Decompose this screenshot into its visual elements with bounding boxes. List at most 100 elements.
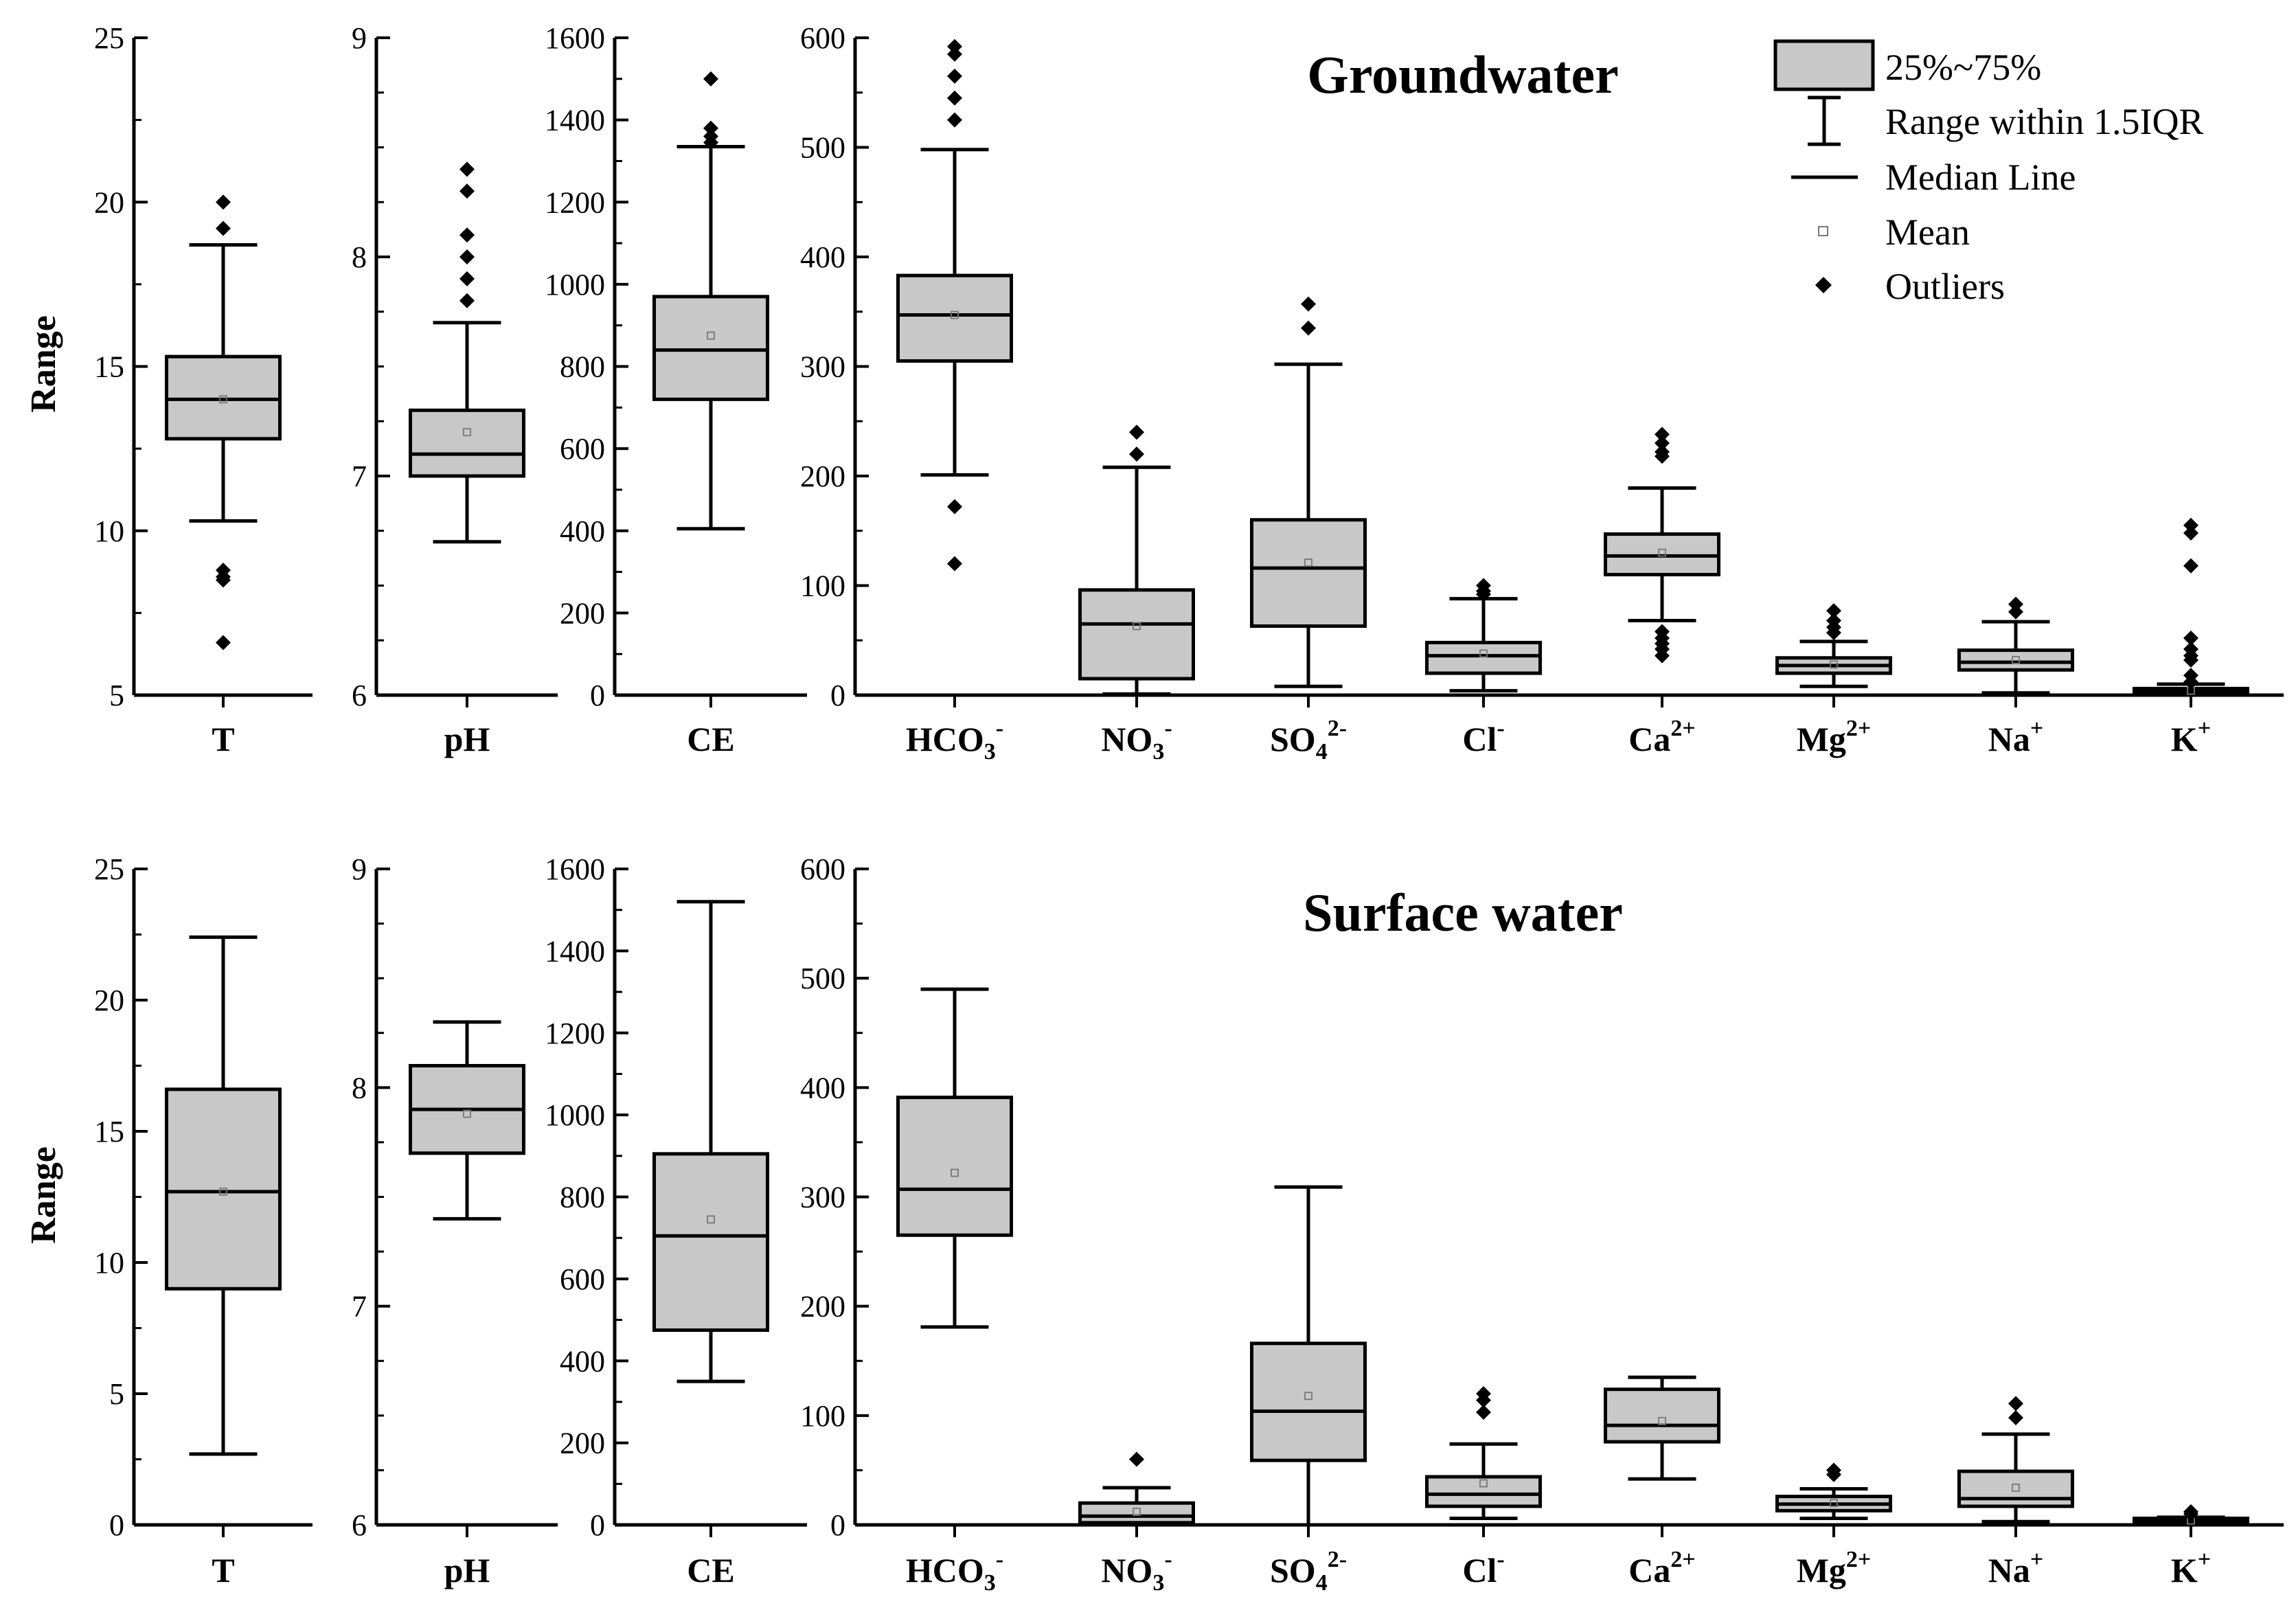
surface-water-t-subplot: 0 5 10 15 20 25 T — [94, 852, 312, 1589]
groundwater-so4-box-iqr-box — [1250, 518, 1367, 629]
groundwater-ca-box-outlier-8 — [1655, 648, 1670, 664]
groundwater-ce-box-outlier-1 — [703, 120, 718, 136]
surface-water-ce-box-group: CE — [652, 900, 769, 1589]
surface-water-na-box-group: Na+ — [1957, 1396, 2074, 1589]
groundwater-na-box-group: Na+ — [1957, 596, 2074, 758]
legend-label-whisker: Range within 1.5IQR — [1885, 101, 2203, 142]
groundwater-ca-box-group: Ca2+ — [1604, 427, 1720, 758]
groundwater-k-box-outlier-0 — [2183, 517, 2198, 533]
surface-water-cl-box-group: Cl- — [1425, 1386, 1542, 1589]
surface-water-t-subplot-tick-label-1: 5 — [109, 1377, 124, 1411]
surface-water-cl-box-iqr-box — [1425, 1475, 1542, 1508]
groundwater-ce-subplot-tick-label-8: 1600 — [545, 21, 605, 55]
surface-y-axis-label: Range — [24, 1146, 63, 1244]
groundwater-ions-subplot-tick-label-3: 300 — [800, 350, 845, 384]
surface-water-ca-box-mean-marker — [1658, 1416, 1666, 1425]
surface-water-so4-box-category-label: SO42- — [1270, 1547, 1347, 1596]
surface-water-t-subplot-tick-label-3: 15 — [94, 1115, 124, 1148]
groundwater-so4-box-outlier-0 — [1301, 296, 1316, 312]
groundwater-mg-box-group: Mg2+ — [1775, 603, 1892, 758]
surface-water-ions-subplot-tick-label-0: 0 — [830, 1508, 845, 1542]
surface-water-t-subplot-tick-label-4: 20 — [94, 984, 124, 1017]
groundwater-hco3-box-outlier-2 — [947, 68, 962, 84]
groundwater-ph-subplot-tick-label-1: 7 — [352, 460, 367, 493]
groundwater-ph-box-category-label: pH — [444, 720, 490, 758]
surface-water-ce-subplot-tick-label-5: 1000 — [545, 1098, 605, 1132]
groundwater-no3-box-mean-marker — [1133, 622, 1141, 631]
surface-water-ca-box-iqr-box — [1604, 1388, 1720, 1444]
groundwater-ph-box-mean-marker — [463, 428, 471, 437]
legend-box-swatch — [1773, 39, 1875, 91]
surface-water-ce-box-iqr-box — [652, 1152, 769, 1332]
groundwater-so4-box-group: SO42- — [1250, 296, 1367, 765]
surface-water-ions-subplot-tick-label-1: 100 — [800, 1399, 845, 1433]
surface-water-ph-subplot-tick-label-0: 6 — [352, 1508, 367, 1542]
groundwater-hco3-box-outlier-0 — [947, 38, 962, 54]
surface-water-mg-box-outlier-1 — [1826, 1467, 1841, 1482]
surface-water-no3-box-iqr-box — [1078, 1501, 1195, 1525]
groundwater-ce-box-group: CE — [652, 71, 769, 758]
surface-water-mg-box-group: Mg2+ — [1775, 1462, 1892, 1589]
groundwater-ce-box-outlier-0 — [703, 71, 718, 87]
surface-water-ce-subplot-tick-label-2: 400 — [560, 1344, 605, 1378]
groundwater-hco3-box-category-label: HCO3- — [906, 716, 1003, 765]
surface-water-na-box-category-label: Na+ — [1988, 1547, 2043, 1589]
groundwater-ca-box-outlier-3 — [1655, 449, 1670, 464]
groundwater-ce-subplot-tick-label-3: 600 — [560, 432, 605, 466]
groundwater-so4-box-category-label: SO42- — [1270, 716, 1347, 765]
surface-water-ions-subplot-tick-label-5: 500 — [800, 962, 845, 995]
surface-water-cl-box-category-label: Cl- — [1462, 1547, 1504, 1589]
groundwater-k-box-outlier-8 — [2183, 674, 2198, 690]
groundwater-ce-box-iqr-box — [652, 295, 769, 401]
groundwater-t-subplot-tick-label-2: 15 — [94, 350, 124, 384]
groundwater-t-subplot-tick-label-3: 20 — [94, 185, 124, 219]
groundwater-cl-box-iqr-box — [1425, 640, 1542, 675]
groundwater-t-subplot-tick-label-0: 5 — [109, 679, 124, 712]
surface-water-t-box-group: T — [165, 935, 282, 1589]
legend-label-mean: Mean — [1885, 212, 1970, 253]
groundwater-ph-box-outlier-1 — [459, 183, 475, 199]
surface-water-so4-box-iqr-box — [1250, 1341, 1367, 1462]
surface-water-so4-box-group: SO42- — [1250, 1185, 1367, 1596]
groundwater-ph-box-outlier-5 — [459, 293, 475, 308]
groundwater-ions-subplot-tick-label-4: 400 — [800, 240, 845, 274]
legend-mean-swatch — [1818, 226, 1828, 236]
surface-water-ce-subplot-tick-label-0: 0 — [590, 1508, 605, 1542]
surface-water-ce-subplot-tick-label-6: 1200 — [545, 1017, 605, 1050]
surface-water-ions-subplot: 0 100 200 300 400 500 600 HCO3- NO3- SO42- Cl- Ca2+… — [800, 852, 2284, 1596]
groundwater-na-box-iqr-box — [1957, 648, 2074, 672]
groundwater-hco3-box-outlier-3 — [947, 90, 962, 106]
groundwater-k-box-category-label: K+ — [2171, 716, 2211, 758]
surface-water-t-box-iqr-box — [165, 1087, 282, 1291]
groundwater-no3-box-group: NO3- — [1078, 424, 1195, 765]
surface-water-k-box-outlier-1 — [2183, 1506, 2198, 1522]
groundwater-na-box-outlier-1 — [2008, 604, 2023, 620]
groundwater-k-box-outlier-6 — [2183, 652, 2198, 668]
groundwater-cl-box-group: Cl- — [1425, 578, 1542, 758]
surface-water-ph-box-mean-marker — [463, 1109, 471, 1118]
legend-outlier-swatch — [1815, 277, 1832, 293]
groundwater-t-subplot-tick-label-4: 25 — [94, 21, 124, 55]
groundwater-ce-subplot-tick-label-2: 400 — [560, 514, 605, 548]
groundwater-mg-box-mean-marker — [1830, 660, 1838, 669]
groundwater-ca-box-mean-marker — [1658, 548, 1666, 557]
groundwater-cl-box-category-label: Cl- — [1462, 716, 1504, 758]
groundwater-ph-subplot: 6 7 8 9 pH — [352, 21, 558, 758]
groundwater-t-box-group: T — [165, 194, 282, 758]
legend-label-outliers: Outliers — [1885, 266, 2005, 307]
groundwater-na-box-mean-marker — [2012, 656, 2020, 664]
legend-label-median: Median Line — [1885, 157, 2076, 198]
surface-water-na-box-outlier-0 — [2008, 1396, 2023, 1412]
groundwater-ca-box-outlier-1 — [1655, 435, 1670, 451]
surface-water-ph-box-category-label: pH — [444, 1551, 490, 1589]
groundwater-no3-box-category-label: NO3- — [1101, 716, 1172, 765]
surface-water-na-box-outlier-1 — [2008, 1410, 2023, 1426]
groundwater-ions-subplot-tick-label-6: 600 — [800, 21, 845, 55]
groundwater-t-subplot-tick-label-1: 10 — [94, 514, 124, 548]
groundwater-cl-box-mean-marker — [1479, 649, 1488, 658]
surface-water-no3-box-category-label: NO3- — [1101, 1547, 1172, 1596]
groundwater-cl-box-outlier-2 — [1476, 587, 1491, 602]
groundwater-ce-subplot-tick-label-5: 1000 — [545, 268, 605, 302]
